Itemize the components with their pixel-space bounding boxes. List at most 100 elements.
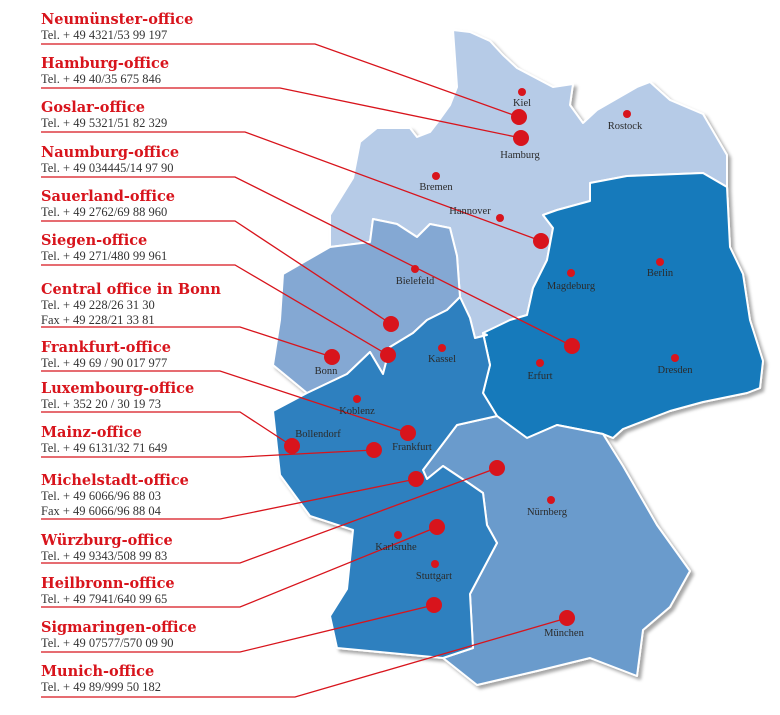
- office-marker[interactable]: [564, 338, 580, 354]
- city-dot: [496, 214, 504, 222]
- leader-line: [41, 326, 333, 358]
- city-dot: [536, 359, 544, 367]
- region-west-south: [272, 296, 498, 659]
- office-phone: Tel. + 49 6131/32 71 649: [41, 441, 167, 455]
- office-phone: Tel. + 49 69 / 90 017 977: [41, 356, 167, 370]
- office-name: Naumburg-office: [41, 144, 179, 161]
- office-phone: Tel. + 49 7941/640 99 65: [41, 592, 167, 606]
- office-marker[interactable]: [513, 130, 529, 146]
- city-label: Hannover: [449, 206, 491, 217]
- city-dot: [547, 496, 555, 504]
- leader-line: [41, 617, 568, 698]
- city-label: Frankfurt: [392, 442, 432, 453]
- city-dot: [656, 258, 664, 266]
- office-name: Heilbronn-office: [41, 575, 175, 592]
- leader-line: [41, 411, 293, 447]
- leader-line: [41, 220, 392, 325]
- city-label: Bielefeld: [396, 276, 435, 287]
- city-dot: [438, 344, 446, 352]
- city-label: Rostock: [608, 121, 643, 132]
- office-name: Goslar-office: [41, 99, 145, 116]
- office-name: Frankfurt-office: [41, 339, 171, 356]
- city-label: Bonn: [315, 366, 339, 377]
- city-label: Bremen: [419, 182, 453, 193]
- city-label: Dresden: [658, 365, 694, 376]
- city-label: Koblenz: [339, 406, 375, 417]
- office-marker[interactable]: [383, 316, 399, 332]
- office-name: Luxembourg-office: [41, 380, 194, 397]
- office-phone: Tel. + 49 89/999 50 182: [41, 680, 161, 694]
- city-dot: [671, 354, 679, 362]
- office-name: Siegen-office: [41, 232, 147, 249]
- city-label: Erfurt: [527, 371, 552, 382]
- office-marker[interactable]: [533, 233, 549, 249]
- office-phone: Tel. + 49 5321/51 82 329: [41, 116, 167, 130]
- leader-line: [41, 604, 435, 653]
- city-label: Karlsruhe: [375, 542, 417, 553]
- city-label: Nürnberg: [527, 507, 568, 518]
- office-name: Neumünster-office: [41, 11, 193, 28]
- city-label: Kassel: [428, 354, 456, 365]
- leader-line: [41, 176, 573, 347]
- office-marker[interactable]: [400, 425, 416, 441]
- office-marker[interactable]: [284, 438, 300, 454]
- office-phone: Tel. + 49 6066/96 88 03: [41, 489, 161, 503]
- city-label: München: [544, 628, 584, 639]
- office-marker[interactable]: [366, 442, 382, 458]
- office-name: Würzburg-office: [40, 532, 173, 549]
- city-label: Kiel: [513, 98, 531, 109]
- office-name: Sigmaringen-office: [41, 619, 197, 636]
- city-dot: [431, 560, 439, 568]
- office-marker[interactable]: [426, 597, 442, 613]
- office-marker[interactable]: [511, 109, 527, 125]
- office-phone: Tel. + 49 034445/14 97 90: [41, 161, 174, 175]
- office-fax: Fax + 49 228/21 33 81: [41, 313, 155, 327]
- office-phone: Tel. + 49 07577/570 09 90: [41, 636, 174, 650]
- office-fax: Fax + 49 6066/96 88 04: [41, 504, 162, 518]
- office-marker[interactable]: [408, 471, 424, 487]
- office-name: Hamburg-office: [41, 55, 169, 72]
- office-marker[interactable]: [429, 519, 445, 535]
- leader-line: [41, 467, 498, 564]
- city-dot: [623, 110, 631, 118]
- city-label: Bollendorf: [295, 429, 341, 440]
- leader-line: [41, 43, 520, 118]
- office-phone: Tel. + 49 4321/53 99 197: [41, 28, 167, 42]
- city-dot: [432, 172, 440, 180]
- city-label: Hamburg: [500, 150, 540, 161]
- office-name: Michelstadt-office: [41, 472, 189, 489]
- office-marker[interactable]: [489, 460, 505, 476]
- office-marker[interactable]: [324, 349, 340, 365]
- office-phone: Tel. + 49 271/480 99 961: [41, 249, 167, 263]
- city-dot: [411, 265, 419, 273]
- office-name: Mainz-office: [41, 424, 142, 441]
- office-phone: Tel. + 49 228/26 31 30: [41, 298, 155, 312]
- leader-line: [41, 526, 438, 608]
- city-label: Magdeburg: [547, 281, 596, 292]
- city-label: Stuttgart: [416, 571, 452, 582]
- office-phone: Tel. + 49 40/35 675 846: [41, 72, 161, 86]
- leader-line: [41, 370, 409, 434]
- office-marker[interactable]: [559, 610, 575, 626]
- city-label: Berlin: [647, 268, 674, 279]
- city-dot: [518, 88, 526, 96]
- office-marker[interactable]: [380, 347, 396, 363]
- leader-line: [41, 478, 417, 520]
- city-dot: [567, 269, 575, 277]
- office-phone: Tel. + 49 2762/69 88 960: [41, 205, 167, 219]
